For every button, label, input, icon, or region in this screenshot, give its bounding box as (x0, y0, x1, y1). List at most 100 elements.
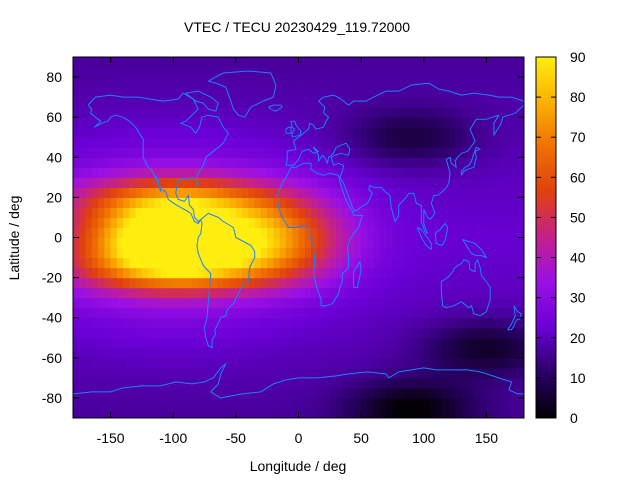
heat-cell (404, 117, 412, 128)
heat-cell (135, 327, 143, 339)
heat-cell (279, 267, 287, 279)
heat-cell (116, 187, 124, 198)
coast-africa (276, 162, 363, 307)
heat-cell (273, 87, 281, 98)
heat-cell (173, 257, 181, 269)
heat-cell (298, 257, 306, 269)
heat-cell (292, 137, 300, 148)
heat-cell (348, 347, 356, 359)
heat-cell (235, 377, 243, 389)
heat-cell (455, 167, 462, 178)
heat-cell (135, 237, 143, 249)
y-tick-label: 60 (46, 109, 62, 125)
heat-cell (411, 377, 419, 389)
heat-cell (229, 377, 237, 389)
heat-cell (85, 217, 93, 229)
heat-cell (185, 217, 193, 229)
heat-cell (85, 377, 93, 389)
heat-cell (260, 357, 268, 369)
heat-cell (373, 247, 381, 259)
heat-cell (279, 397, 287, 409)
heat-cell (85, 237, 93, 249)
heat-cell (442, 127, 450, 138)
heat-cell (242, 287, 249, 299)
heat-cell (285, 207, 293, 219)
heat-cell (505, 327, 513, 339)
heat-cell (392, 247, 400, 259)
heat-cell (192, 237, 199, 249)
heat-cell (323, 127, 331, 138)
heat-cell (210, 87, 218, 98)
heat-cell (85, 187, 93, 198)
heat-cell (154, 347, 162, 359)
heat-cell (442, 87, 450, 98)
heat-cell (298, 197, 306, 209)
heat-cell (254, 127, 262, 138)
heat-cell (417, 387, 425, 399)
heat-cell (398, 387, 406, 399)
heat-cell (336, 367, 343, 379)
heat-cell (154, 117, 162, 128)
heat-cell (517, 117, 524, 128)
heat-cell (104, 127, 112, 138)
heat-cell (242, 217, 249, 229)
heat-cell (354, 77, 362, 88)
heat-cell (179, 127, 187, 138)
heat-cell (511, 357, 519, 369)
heat-cell (505, 347, 513, 359)
heat-cell (223, 87, 231, 98)
heat-cell (473, 107, 481, 118)
heat-cell (160, 247, 168, 259)
heat-cell (348, 147, 356, 158)
heat-cell (110, 367, 118, 379)
coast-baffin (185, 90, 219, 112)
heat-cell (135, 277, 143, 289)
heat-cell (317, 367, 325, 379)
heat-cell (285, 317, 293, 329)
heat-cell (398, 167, 406, 178)
heat-cell (436, 57, 444, 68)
heat-cell (436, 187, 444, 198)
heat-cell (361, 177, 368, 188)
heat-cell (448, 327, 456, 339)
heat-cell (267, 207, 275, 219)
heat-cell (461, 177, 469, 188)
heat-cell (436, 377, 444, 389)
heat-cell (386, 297, 394, 309)
heat-cell (141, 307, 149, 319)
heat-cell (498, 387, 506, 399)
heat-cell (317, 357, 325, 369)
heat-cell (498, 137, 506, 148)
heat-cell (267, 337, 275, 349)
coast-new-guinea (462, 239, 487, 259)
heat-cell (461, 357, 469, 369)
heat-cell (317, 377, 325, 389)
heat-cell (229, 357, 237, 369)
heat-cell (354, 107, 362, 118)
heat-cell (348, 237, 356, 249)
heat-cell (511, 97, 519, 108)
heat-cell (492, 57, 500, 68)
heat-cell (423, 237, 431, 249)
heat-cell (223, 357, 231, 369)
heat-cell (210, 337, 218, 349)
heat-cell (110, 317, 118, 329)
heat-cell (404, 197, 412, 209)
heat-cell (217, 127, 224, 138)
heat-cell (342, 107, 350, 118)
heat-cell (123, 287, 130, 299)
heat-cell (398, 197, 406, 209)
heat-cell (110, 357, 118, 369)
heat-cell (235, 307, 243, 319)
y-tick-label: -60 (42, 350, 62, 366)
heat-cell (73, 347, 80, 359)
heat-cell (367, 97, 375, 108)
heat-cell (242, 367, 249, 379)
heat-cell (104, 287, 112, 299)
heat-cell (73, 287, 80, 299)
heat-cell (91, 157, 99, 168)
heat-cell (267, 247, 275, 259)
heat-cell (210, 217, 218, 229)
heat-cell (267, 117, 275, 128)
heat-cell (336, 387, 343, 399)
